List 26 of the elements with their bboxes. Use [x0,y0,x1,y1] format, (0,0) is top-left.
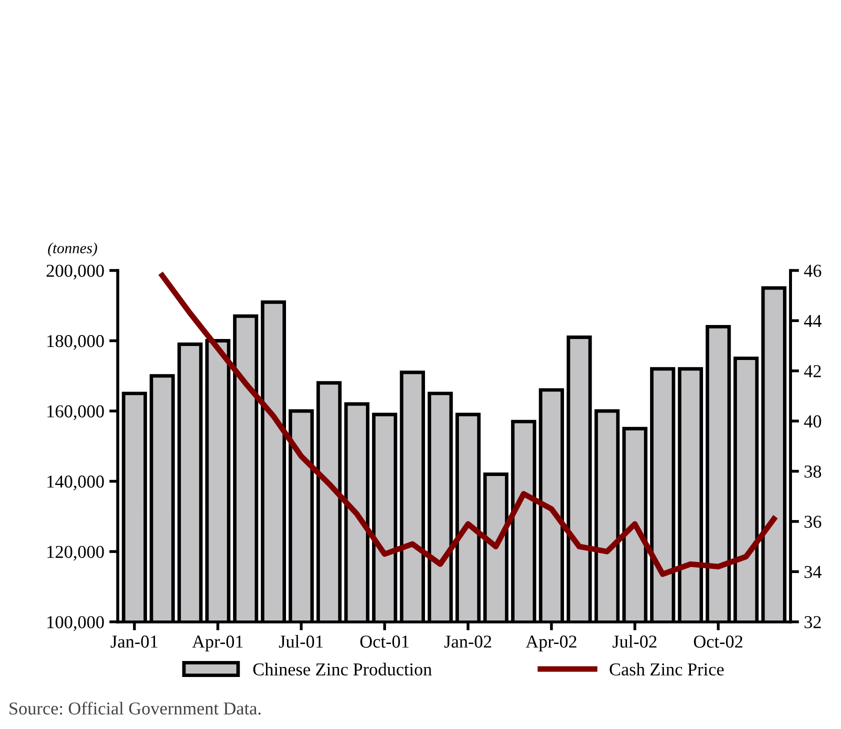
y2-tick-label: 36 [804,516,822,528]
y-tick-label: 120,000 [47,546,104,561]
x-tick-label: Jan-01 [110,636,158,648]
y-tick-label: 100,000 [47,616,104,631]
y2-tick-label: 44 [804,315,822,327]
legend-label: Cash Zinc Price [610,662,724,676]
y2-tick-label: 46 [804,264,822,277]
y2-tick-label: 38 [804,466,822,478]
x-tick-label: Apr-01 [192,636,243,652]
x-tick-label: Jul-01 [279,635,323,648]
legend-label: Chinese Zinc Production [253,662,432,676]
y2-tick-label: 34 [804,566,822,578]
y-tick-label: 180,000 [47,334,104,350]
y-tick-label: 200,000 [46,264,104,280]
x-tick-label: Apr-02 [526,636,576,652]
y2-tick-label: 42 [804,365,821,378]
y-tick-label: 160,000 [47,405,104,420]
x-tick-label: Oct-02 [694,636,742,648]
y-tick-label: 140,000 [47,476,104,490]
x-tick-label: Oct-01 [360,636,409,648]
x-tick-label: Jul-02 [612,635,656,648]
y-axis-title: (tonnes) [48,242,98,256]
y2-tick-label: 32 [804,616,821,628]
y2-tick-label: 40 [804,415,822,428]
x-tick-label: Jan-02 [444,636,492,648]
source-note: Source: Official Government Data. [10,702,261,715]
